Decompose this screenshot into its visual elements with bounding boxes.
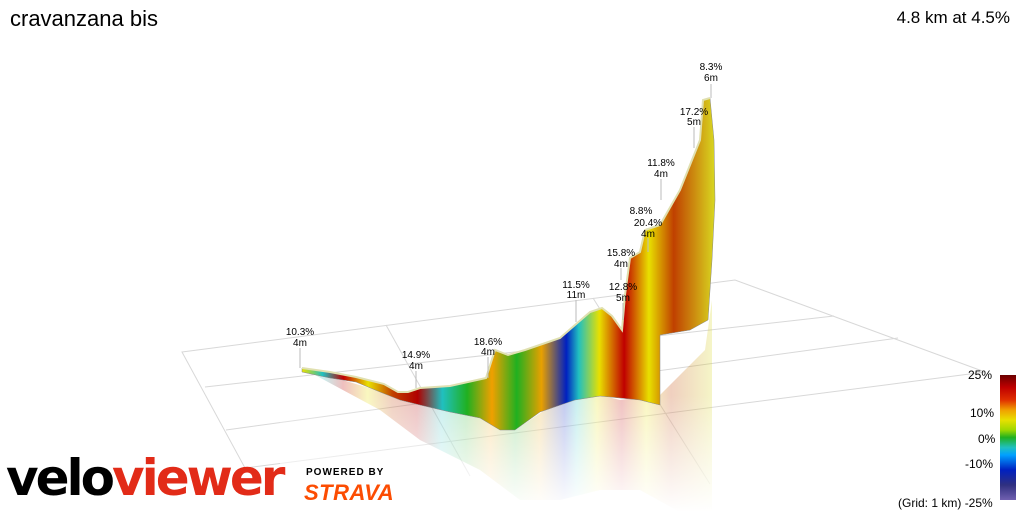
scale-label-0: 0% [978, 432, 996, 446]
svg-text:17.2%: 17.2% [680, 107, 708, 118]
gradient-scale-bar [1000, 375, 1016, 500]
climb-label-9: 11.8% 4m [647, 158, 675, 200]
svg-text:11.8%: 11.8% [647, 158, 675, 169]
powered-by-label: POWERED BY [306, 467, 385, 478]
climb-label-7: 8.8% [630, 206, 653, 217]
climb-label-6: 15.8% 4m [607, 248, 635, 280]
veloviewer-logo[interactable]: veloviewer [6, 449, 285, 507]
svg-text:4m: 4m [409, 361, 423, 372]
climb-label-1: 10.3% 4m [286, 327, 314, 368]
route-summary: 4.8 km at 4.5% [896, 8, 1010, 27]
scale-label-10: 10% [970, 406, 995, 420]
ribbon-top-edge [301, 97, 711, 393]
svg-text:6m: 6m [704, 73, 718, 84]
svg-text:11m: 11m [567, 290, 586, 301]
svg-text:10.3%: 10.3% [286, 327, 314, 338]
svg-text:4m: 4m [481, 347, 495, 358]
svg-text:5m: 5m [616, 293, 630, 304]
svg-text:5m: 5m [687, 117, 701, 128]
svg-text:4m: 4m [614, 259, 628, 270]
climb-label-4: 11.5% 11m [562, 280, 590, 322]
climb-label-11: 8.3% 6m [700, 62, 723, 98]
strava-logo[interactable]: STRAVA [304, 480, 395, 505]
svg-text:4m: 4m [654, 169, 668, 180]
route-title: cravanzana bis [10, 6, 158, 31]
elevation-ribbon [301, 97, 716, 431]
svg-text:11.5%: 11.5% [562, 280, 590, 291]
climb-label-3: 18.6% 4m [474, 337, 502, 378]
svg-text:15.8%: 15.8% [607, 248, 635, 259]
climb-label-10: 17.2% 5m [680, 107, 708, 148]
climb-label-5: 12.8% 5m [609, 282, 637, 320]
svg-text:14.9%: 14.9% [402, 350, 430, 361]
climb-label-8: 20.4% 4m [634, 218, 662, 252]
svg-text:8.8%: 8.8% [630, 206, 653, 217]
scale-label-minus10: -10% [965, 457, 994, 471]
svg-text:8.3%: 8.3% [700, 62, 723, 73]
scale-label-25: 25% [968, 368, 993, 382]
svg-text:4m: 4m [293, 338, 307, 349]
svg-text:18.6%: 18.6% [474, 337, 502, 348]
grid-note: (Grid: 1 km) -25% [898, 496, 993, 510]
svg-text:20.4%: 20.4% [634, 218, 662, 229]
svg-text:4m: 4m [641, 229, 655, 240]
climb-label-2: 14.9% 4m [402, 350, 430, 388]
svg-text:12.8%: 12.8% [609, 282, 637, 293]
